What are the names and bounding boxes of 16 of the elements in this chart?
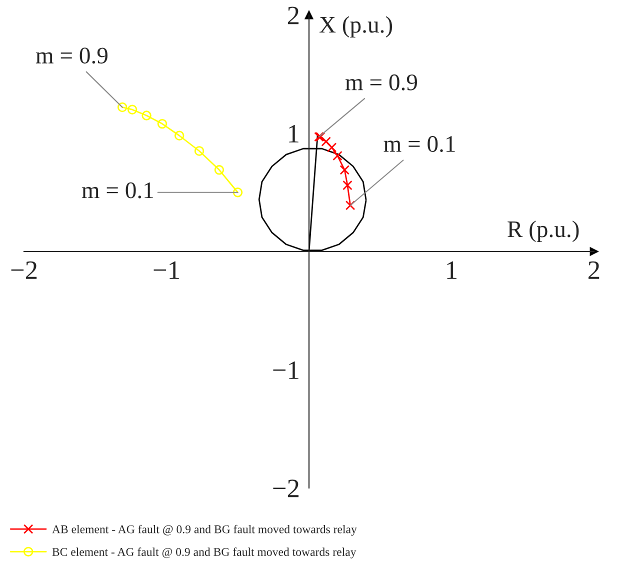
y-tick-label: 2 [288,6,299,24]
annotation: m = 0.1 [82,182,153,198]
annotation: m = 0.9 [345,74,418,90]
x-tick-label: −2 [11,261,37,279]
y-tick-label: 1 [289,124,298,142]
x-tick-label: −1 [154,261,179,279]
y-axis-title: X (p.u.) [319,16,392,38]
legend-label: AB element - AG fault @ 0.9 and BG fault moved towards relay [52,524,357,536]
y-tick-label: −2 [273,480,299,498]
x-axis-title: R (p.u.) [508,220,579,242]
x-tick-label: 2 [588,261,600,279]
y-tick-label: −1 [273,361,298,379]
x-tick-label: 1 [447,261,456,279]
annotation: m = 0.1 [384,136,455,152]
annotation: m = 0.9 [36,48,108,64]
legend-label: BC element - AG fault @ 0.9 and BG fault moved towards relay [52,548,356,558]
